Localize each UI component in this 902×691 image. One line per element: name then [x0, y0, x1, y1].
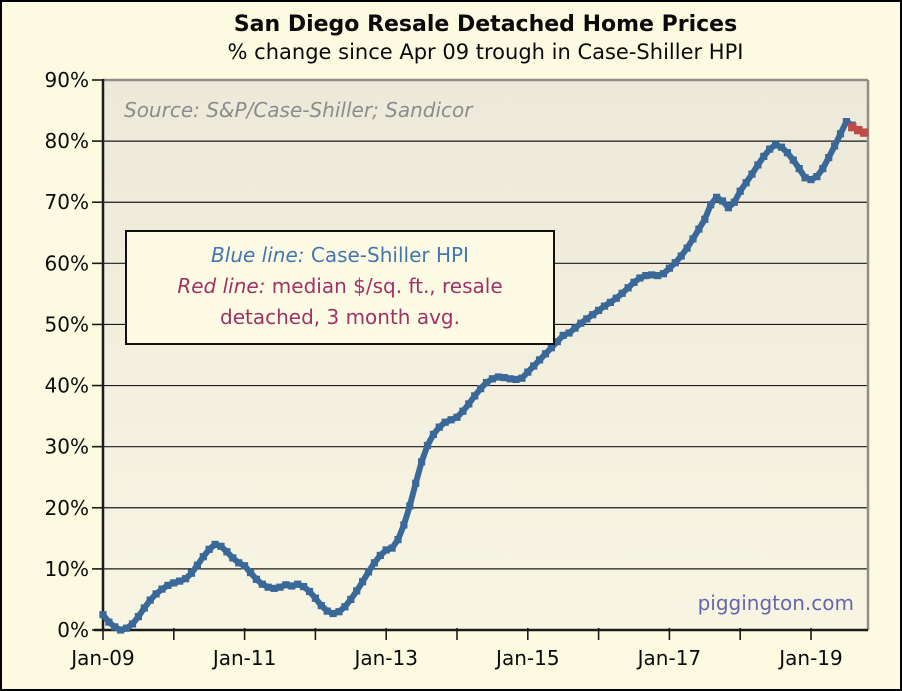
y-axis-labels: 0% 10% 20% 30% 40% 50% 60% 70% 80% 90% — [45, 68, 89, 642]
legend-line-blue: Blue line: Case-Shiller HPI — [137, 240, 543, 271]
svg-text:Jan-11: Jan-11 — [211, 646, 277, 670]
svg-text:Jan-19: Jan-19 — [777, 646, 843, 670]
plot-area — [103, 80, 868, 630]
legend-red-label: median $/sq. ft., resale detached, 3 mon… — [220, 274, 503, 329]
svg-text:90%: 90% — [45, 68, 89, 92]
watermark: piggington.com — [697, 591, 854, 615]
svg-text:80%: 80% — [45, 129, 89, 153]
legend-blue-label: Case-Shiller HPI — [310, 243, 469, 267]
svg-text:Jan-17: Jan-17 — [636, 646, 702, 670]
svg-text:60%: 60% — [45, 251, 89, 275]
svg-text:50%: 50% — [45, 312, 89, 336]
series-median-sqft — [848, 122, 869, 137]
legend-red-prefix: Red line: — [177, 274, 266, 298]
legend-blue-prefix: Blue line: — [211, 243, 305, 267]
svg-text:70%: 70% — [45, 190, 89, 214]
legend-box: Blue line: Case-Shiller HPI Red line: me… — [125, 230, 555, 345]
legend-line-red: Red line: median $/sq. ft., resale detac… — [137, 271, 543, 333]
x-axis-labels: Jan-09 Jan-11 Jan-13 Jan-15 Jan-17 Jan-19 — [69, 646, 843, 670]
svg-text:Jan-09: Jan-09 — [69, 646, 135, 670]
svg-text:20%: 20% — [45, 496, 89, 520]
axis-ticks — [92, 79, 812, 640]
svg-text:30%: 30% — [45, 435, 89, 459]
svg-text:0%: 0% — [57, 618, 89, 642]
svg-text:40%: 40% — [45, 374, 89, 398]
svg-text:Jan-15: Jan-15 — [494, 646, 560, 670]
source-note: Source: S&P/Case-Shiller; Sandicor — [124, 98, 473, 122]
chart-subtitle: % change since Apr 09 trough in Case-Shi… — [227, 40, 744, 64]
chart-title: San Diego Resale Detached Home Prices — [233, 12, 738, 37]
svg-text:Jan-13: Jan-13 — [352, 646, 418, 670]
svg-text:10%: 10% — [45, 557, 89, 581]
plot-border — [94, 78, 870, 632]
series-case-shiller — [99, 118, 856, 634]
